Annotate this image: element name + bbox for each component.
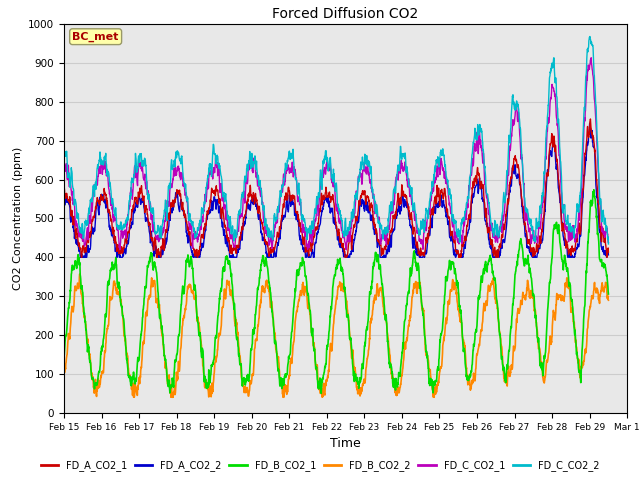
FD_B_CO2_2 (271, 331, 278, 336)
FD_A_CO2_1 (172, 194, 180, 200)
FD_A_CO2_1 (293, 210, 301, 216)
FD_C_CO2_2 (472, 136, 480, 142)
FD_A_CO2_1 (605, 249, 612, 255)
FD_B_CO2_2 (580, 358, 588, 363)
FD_A_CO2_1 (587, 116, 595, 122)
FD_A_CO2_2 (60, 199, 68, 204)
FD_A_CO2_2 (271, 246, 278, 252)
FD_B_CO2_2 (465, 377, 472, 383)
FD_B_CO2_2 (172, 377, 180, 383)
Line: FD_B_CO2_1: FD_B_CO2_1 (64, 190, 609, 394)
FD_B_CO2_2 (293, 309, 301, 314)
FD_B_CO2_2 (60, 375, 68, 381)
FD_C_CO2_1 (588, 55, 595, 60)
FD_C_CO2_2 (172, 153, 179, 159)
Line: FD_C_CO2_2: FD_C_CO2_2 (64, 36, 609, 244)
FD_C_CO2_1 (342, 247, 350, 252)
FD_C_CO2_1 (60, 160, 68, 166)
FD_A_CO2_2 (464, 228, 472, 234)
FD_A_CO2_1 (271, 246, 278, 252)
FD_A_CO2_1 (60, 186, 68, 192)
FD_A_CO2_2 (586, 120, 593, 126)
FD_C_CO2_1 (270, 233, 278, 239)
FD_A_CO2_2 (605, 252, 612, 258)
FD_A_CO2_2 (77, 254, 84, 260)
FD_A_CO2_2 (580, 180, 588, 186)
Line: FD_B_CO2_2: FD_B_CO2_2 (64, 274, 609, 397)
Text: BC_met: BC_met (72, 32, 119, 42)
FD_B_CO2_2 (76, 271, 83, 277)
FD_A_CO2_2 (172, 192, 180, 197)
Title: Forced Diffusion CO2: Forced Diffusion CO2 (273, 8, 419, 22)
X-axis label: Time: Time (330, 437, 361, 450)
FD_B_CO2_1 (293, 269, 301, 275)
FD_C_CO2_2 (605, 241, 612, 247)
FD_A_CO2_2 (293, 212, 301, 217)
FD_C_CO2_1 (605, 240, 612, 245)
Line: FD_C_CO2_1: FD_C_CO2_1 (64, 58, 609, 250)
FD_C_CO2_1 (293, 179, 301, 184)
FD_C_CO2_1 (464, 199, 472, 204)
FD_B_CO2_1 (590, 187, 598, 192)
FD_B_CO2_2 (130, 395, 138, 400)
FD_C_CO2_1 (472, 148, 480, 154)
FD_C_CO2_2 (586, 34, 594, 39)
FD_B_CO2_1 (60, 353, 68, 359)
FD_B_CO2_2 (472, 355, 480, 360)
FD_A_CO2_1 (464, 218, 472, 224)
FD_C_CO2_1 (580, 134, 588, 140)
FD_B_CO2_1 (580, 316, 588, 322)
FD_B_CO2_1 (317, 391, 325, 396)
Line: FD_A_CO2_1: FD_A_CO2_1 (64, 119, 609, 257)
FD_C_CO2_2 (60, 151, 68, 156)
FD_A_CO2_1 (580, 180, 588, 185)
FD_B_CO2_2 (605, 297, 612, 303)
FD_B_CO2_1 (172, 358, 179, 364)
FD_A_CO2_2 (472, 183, 480, 189)
Line: FD_A_CO2_2: FD_A_CO2_2 (64, 123, 609, 257)
FD_C_CO2_1 (172, 166, 179, 172)
FD_A_CO2_1 (78, 254, 86, 260)
FD_C_CO2_2 (293, 180, 301, 186)
FD_B_CO2_1 (270, 328, 278, 334)
FD_B_CO2_1 (605, 291, 612, 297)
FD_C_CO2_2 (464, 195, 472, 201)
FD_C_CO2_2 (580, 123, 588, 129)
FD_C_CO2_2 (270, 213, 278, 218)
FD_B_CO2_1 (472, 326, 480, 332)
Legend: FD_A_CO2_1, FD_A_CO2_2, FD_B_CO2_1, FD_B_CO2_2, FD_C_CO2_1, FD_C_CO2_2: FD_A_CO2_1, FD_A_CO2_2, FD_B_CO2_1, FD_B… (36, 456, 604, 475)
FD_A_CO2_1 (472, 179, 480, 185)
FD_B_CO2_1 (464, 375, 472, 381)
Y-axis label: CO2 Concentration (ppm): CO2 Concentration (ppm) (13, 147, 22, 290)
